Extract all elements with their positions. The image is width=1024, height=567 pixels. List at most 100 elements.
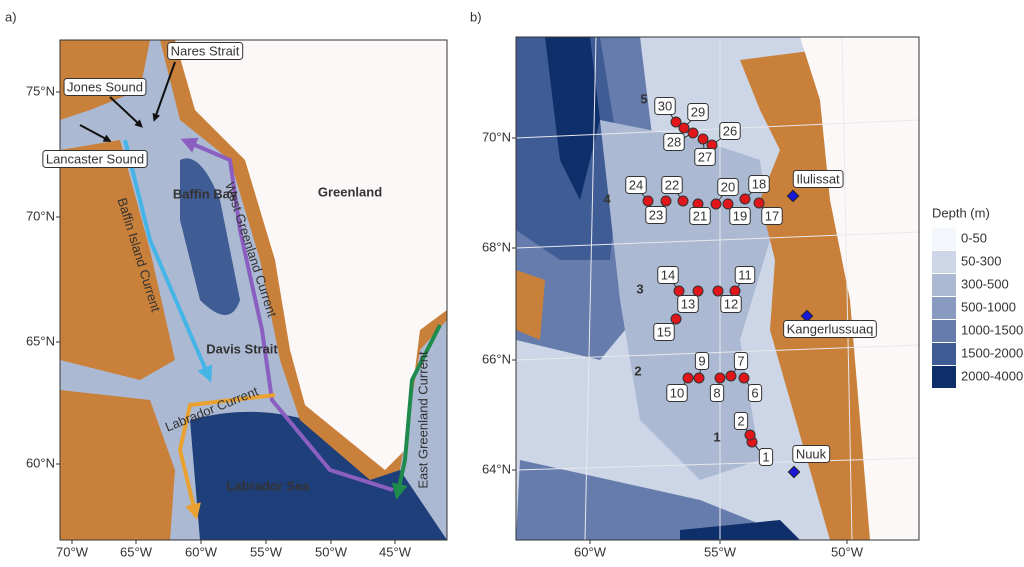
station-label: 17 xyxy=(765,208,779,223)
station-label-box xyxy=(689,206,711,225)
region-label: 3 xyxy=(636,281,643,296)
station-label: 7 xyxy=(737,353,744,368)
frame xyxy=(59,39,448,541)
region-label: 2 xyxy=(634,363,641,378)
station xyxy=(729,285,741,297)
station xyxy=(738,372,750,384)
region-label: 1 xyxy=(713,429,720,444)
legend-swatch xyxy=(932,297,956,319)
station-label: 12 xyxy=(724,296,738,311)
station-label-box xyxy=(748,174,770,193)
map-b xyxy=(516,37,919,540)
station-label-box xyxy=(653,322,675,341)
station xyxy=(739,193,751,205)
station-label: 26 xyxy=(723,123,737,138)
current-label: East Greenland Current xyxy=(415,351,430,489)
town-label-box xyxy=(792,169,844,188)
station xyxy=(673,285,685,297)
legend-label: 500-1000 xyxy=(961,299,1016,314)
station-label: 24 xyxy=(629,177,643,192)
y-tick-label: 70°N xyxy=(26,208,55,223)
x-tick-label: 60°W xyxy=(185,544,218,559)
station xyxy=(670,313,682,325)
panel-label: b) xyxy=(470,9,482,24)
station-label: 20 xyxy=(721,179,735,194)
legend-label: 1000-1500 xyxy=(961,322,1023,337)
station-label: 14 xyxy=(661,267,675,282)
x-tick-label: 55°W xyxy=(704,544,737,559)
station xyxy=(687,127,699,139)
place-label-box xyxy=(63,77,147,96)
station xyxy=(744,429,756,441)
place-label-box xyxy=(42,149,148,168)
station-label-box xyxy=(733,411,749,430)
station-label-box xyxy=(729,206,751,225)
station-label: 29 xyxy=(691,104,705,119)
place-label: Davis Strait xyxy=(206,341,278,356)
station xyxy=(712,285,724,297)
town-marker xyxy=(800,309,814,323)
station-label: 27 xyxy=(698,149,712,164)
x-tick-label: 45°W xyxy=(379,544,412,559)
station-label: 1 xyxy=(762,449,769,464)
place-label: Nares Strait xyxy=(171,43,240,58)
station-label-box xyxy=(663,132,685,151)
station-label: 21 xyxy=(693,208,707,223)
place-label: Labrador Sea xyxy=(226,478,310,493)
legend-title: Depth (m) xyxy=(932,205,990,220)
town-marker xyxy=(787,465,801,479)
station-label-box xyxy=(720,294,742,313)
x-tick-label: 65°W xyxy=(120,544,153,559)
region-label: 4 xyxy=(603,191,611,206)
station xyxy=(670,116,682,128)
station xyxy=(682,372,694,384)
station-label-box xyxy=(719,121,741,140)
station-label: 23 xyxy=(649,207,663,222)
station xyxy=(660,195,672,207)
station-label-box xyxy=(661,175,683,194)
station xyxy=(753,197,765,209)
station xyxy=(677,195,689,207)
station-label-box xyxy=(709,383,725,402)
place-label: Greenland xyxy=(318,184,382,199)
station-label: 11 xyxy=(738,267,752,282)
y-tick-label: 65°N xyxy=(26,333,55,348)
station-label: 2 xyxy=(737,413,744,428)
x-tick-label: 70°W xyxy=(56,544,89,559)
station-label-box xyxy=(654,96,676,115)
legend-label: 1500-2000 xyxy=(961,345,1023,360)
station-label-box xyxy=(694,147,716,166)
town-label-box xyxy=(792,444,831,463)
station xyxy=(697,133,709,145)
station-label-box xyxy=(694,351,710,370)
station-label: 13 xyxy=(681,296,695,311)
station-label: 19 xyxy=(733,208,747,223)
station xyxy=(722,198,734,210)
station-label: 30 xyxy=(658,98,672,113)
legend-label: 300-500 xyxy=(961,276,1009,291)
map-a xyxy=(60,40,447,540)
town-label: Nuuk xyxy=(796,446,827,461)
station-label-box xyxy=(734,265,756,284)
legend-swatch xyxy=(932,251,956,273)
place-label: Lancaster Sound xyxy=(46,151,144,166)
station xyxy=(678,122,690,134)
station-label: 10 xyxy=(670,385,684,400)
town-label-box xyxy=(783,319,877,338)
panel-label: a) xyxy=(5,9,17,24)
station-label: 6 xyxy=(751,385,758,400)
legend-swatch xyxy=(932,274,956,296)
station-label-box xyxy=(687,102,709,121)
place-label: Jones Sound xyxy=(67,79,143,94)
legend-label: 2000-4000 xyxy=(961,368,1023,383)
station-label: 18 xyxy=(752,176,766,191)
station-label-box xyxy=(677,294,699,313)
station-label-box xyxy=(666,383,688,402)
station-label: 28 xyxy=(667,134,681,149)
frame xyxy=(515,36,920,541)
station xyxy=(642,195,654,207)
station-label-box xyxy=(761,206,783,225)
x-tick-label: 55°W xyxy=(250,544,283,559)
station xyxy=(714,372,726,384)
